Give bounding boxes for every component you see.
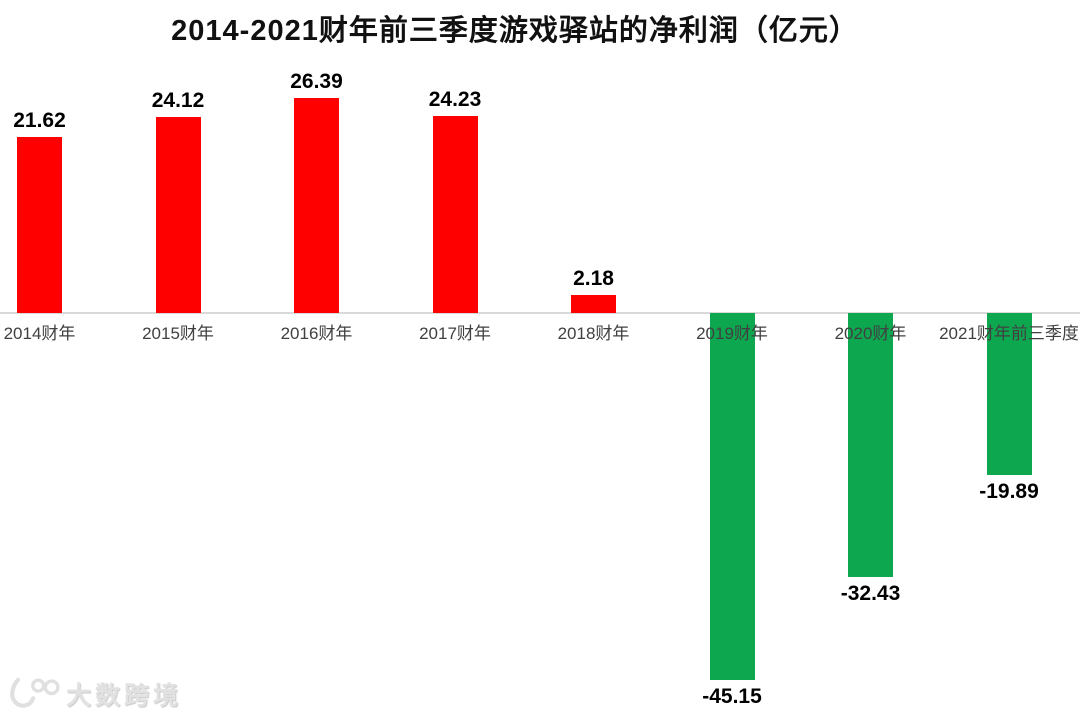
x-axis-line [0, 312, 1080, 314]
bar-value-label: 2.18 [573, 267, 614, 291]
x-axis-category-label: 2019财年 [696, 324, 768, 343]
x-axis-category-label: 2014财年 [3, 324, 76, 343]
bar [155, 116, 201, 313]
chart-title: 2014-2021财年前三季度游戏驿站的净利润（亿元） [171, 15, 859, 47]
x-axis-category-label: 2020财年 [834, 324, 907, 343]
bar [294, 98, 339, 313]
bar [571, 295, 616, 313]
watermark-text: 大数跨境 [66, 682, 183, 710]
bar-value-label: 24.12 [151, 88, 205, 112]
bar-value-label: 21.62 [13, 109, 66, 133]
x-axis-category-label: 2017财年 [419, 324, 491, 343]
bar-value-label: -19.89 [979, 479, 1039, 503]
x-axis-category-label: 2015财年 [142, 324, 214, 343]
bar-value-label: 26.39 [290, 70, 343, 94]
bar [848, 313, 893, 577]
bar [17, 137, 62, 313]
x-axis-category-label: 2016财年 [280, 324, 353, 343]
bar-value-label: -45.15 [702, 685, 762, 709]
watermark-100-logo-icon [8, 676, 60, 712]
bar [432, 116, 478, 313]
bar [986, 313, 1032, 475]
bar-value-label: -32.43 [840, 581, 901, 605]
x-axis-category-label: 2018财年 [557, 324, 630, 343]
bar [709, 313, 755, 681]
bar-value-label: 24.23 [428, 88, 482, 111]
x-axis-category-label: 2021财年前三季度 [939, 324, 1079, 343]
watermark: 大数跨境 [8, 676, 182, 712]
